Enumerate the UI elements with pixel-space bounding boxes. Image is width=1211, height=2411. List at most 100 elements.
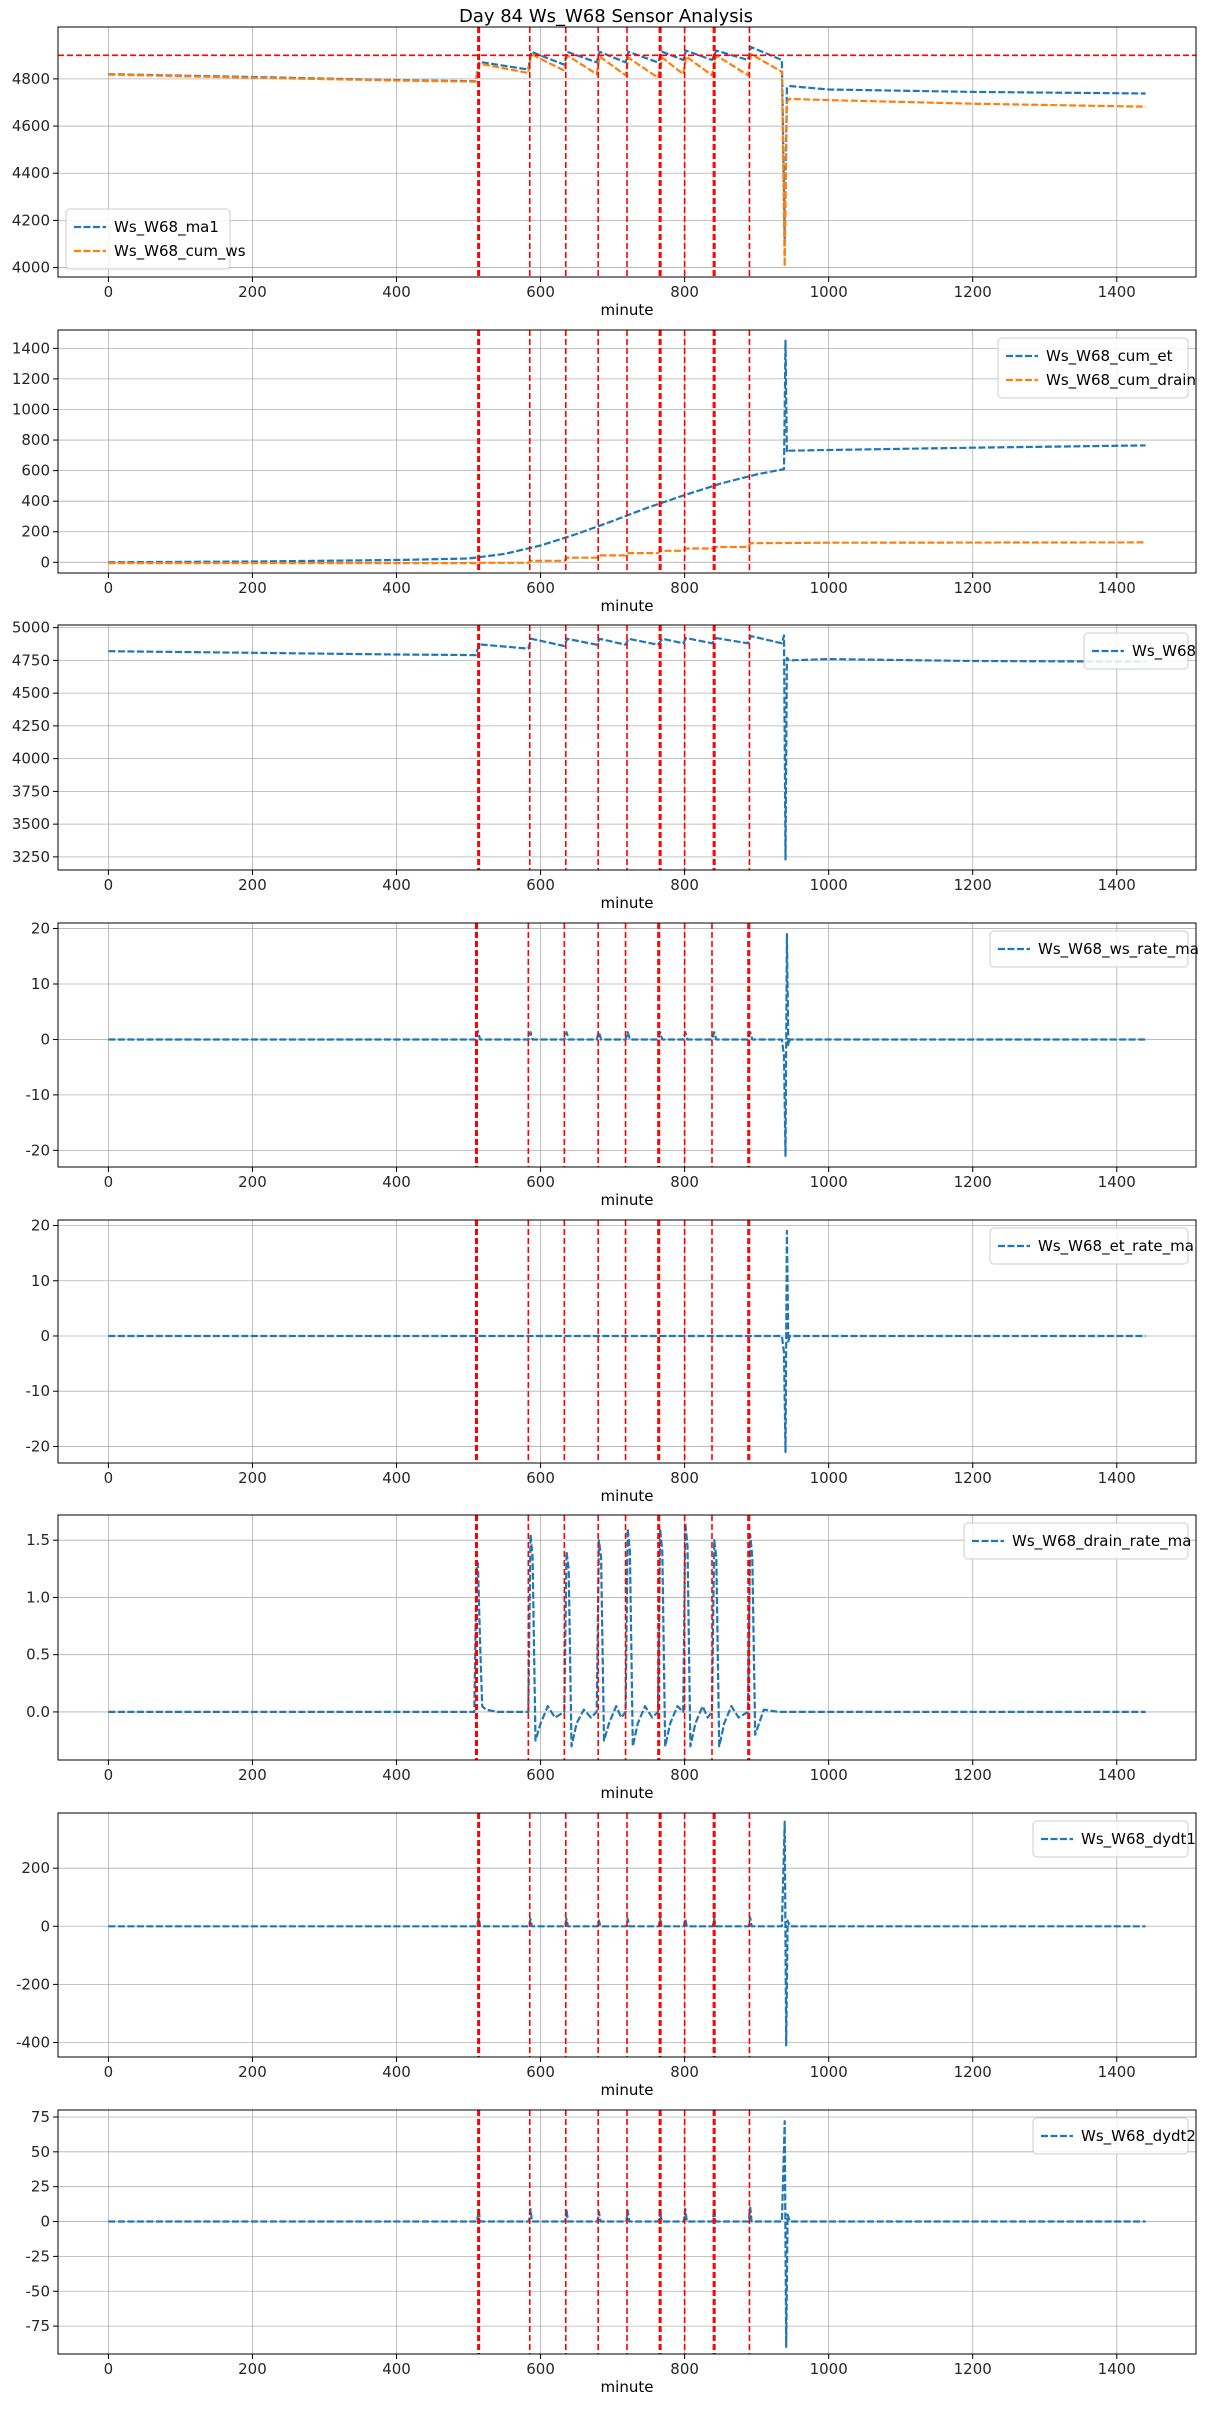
y-tick-label: 0 <box>40 553 50 571</box>
x-tick-label: 0 <box>104 1766 114 1784</box>
x-tick-label: 1200 <box>954 579 992 597</box>
x-tick-label: 400 <box>382 876 411 894</box>
y-tick-label: 20 <box>31 1217 50 1235</box>
x-axis-label: minute <box>601 301 654 319</box>
x-tick-label: 800 <box>670 1469 699 1487</box>
x-tick-label: 0 <box>104 283 114 301</box>
x-tick-label: 1400 <box>1098 1173 1136 1191</box>
x-tick-label: 1000 <box>810 1766 848 1784</box>
x-axis-label: minute <box>601 1784 654 1802</box>
y-tick-label: -200 <box>16 1975 50 1993</box>
subplot-1: 0 200 400 600 800 1000 1200 1400 4000 4200 4400 460… <box>12 26 1197 319</box>
y-tick-label: 4750 <box>12 651 50 669</box>
series-line <box>108 634 1146 861</box>
subplot-8: 0 200 400 600 800 1000 1200 1400 -75 -50 -25 0 25 50 7… <box>26 2108 1197 2396</box>
x-tick-label: 400 <box>382 1469 411 1487</box>
series-line <box>108 1521 1146 1748</box>
legend-label: Ws_W68_et_rate_ma <box>1038 1237 1194 1256</box>
legend-box <box>963 1522 1189 1560</box>
x-tick-label: 1200 <box>954 2063 992 2081</box>
axes-frame <box>57 922 1197 1168</box>
x-tick-label: 400 <box>382 579 411 597</box>
x-tick-label: 200 <box>238 876 267 894</box>
x-tick-label: 600 <box>526 1469 555 1487</box>
y-tick-label: 4200 <box>12 211 50 229</box>
y-tick-label: 200 <box>21 1859 50 1877</box>
y-tick-label: 3750 <box>12 782 50 800</box>
legend: Ws_W68_dydt1 <box>1032 1820 1196 1858</box>
y-tick-label: 4250 <box>12 717 50 735</box>
axes-frame <box>57 2109 1197 2355</box>
x-tick-label: 0 <box>104 579 114 597</box>
x-tick-label: 600 <box>526 2063 555 2081</box>
x-tick-label: 800 <box>670 2360 699 2378</box>
y-tick-label: 0.5 <box>26 1646 50 1664</box>
x-tick-label: 200 <box>238 1766 267 1784</box>
x-axis-label: minute <box>601 1487 654 1505</box>
y-tick-label: 4000 <box>12 259 50 277</box>
plot-area <box>108 1220 1146 1463</box>
y-tick-label: -75 <box>26 2317 51 2335</box>
figure-title: Day 84 Ws_W68 Sensor Analysis <box>459 6 753 27</box>
series-line <box>108 933 1146 1157</box>
x-tick-label: 800 <box>670 1173 699 1191</box>
subplot-grid: 0 200 400 600 800 1000 1200 1400400042004400460… <box>12 26 1199 2396</box>
x-tick-label: 1200 <box>954 1766 992 1784</box>
x-tick-label: 0 <box>104 1173 114 1191</box>
x-tick-label: 200 <box>238 1469 267 1487</box>
x-tick-label: 600 <box>526 876 555 894</box>
x-tick-label: 600 <box>526 2360 555 2378</box>
legend-label: Ws_W68_drain_rate_ma <box>1012 1532 1191 1551</box>
y-tick-label: 0 <box>40 2213 50 2231</box>
x-tick-label: 200 <box>238 2360 267 2378</box>
y-tick-label: 75 <box>31 2108 50 2126</box>
x-tick-label: 200 <box>238 283 267 301</box>
x-axis-label: minute <box>601 1191 654 1209</box>
x-tick-label: 800 <box>670 876 699 894</box>
x-axis-label: minute <box>601 2081 654 2099</box>
y-tick-label: 4500 <box>12 684 50 702</box>
subplot-7: 0 200 400 600 800 1000 1200 1400 -400 -200 0 200 min… <box>16 1812 1197 2099</box>
y-tick-label: 20 <box>31 920 50 938</box>
axes-frame <box>57 1812 1197 2058</box>
y-tick-label: -20 <box>26 1141 51 1159</box>
x-tick-label: 0 <box>104 876 114 894</box>
y-tick-label: -25 <box>26 2247 51 2265</box>
legend-box <box>989 930 1189 968</box>
x-tick-label: 1400 <box>1098 2063 1136 2081</box>
legend-label: Ws_W68_ws_rate_ma <box>1038 940 1199 959</box>
y-tick-label: 50 <box>31 2143 50 2161</box>
y-tick-label: 0 <box>40 1327 50 1345</box>
y-tick-label: 200 <box>21 523 50 541</box>
x-tick-label: 0 <box>104 2063 114 2081</box>
x-tick-label: 400 <box>382 1766 411 1784</box>
y-tick-label: -50 <box>26 2282 51 2300</box>
axes-frame <box>57 624 1197 871</box>
x-tick-label: 1200 <box>954 1469 992 1487</box>
subplot-3: 0 200 400 600 800 1000 1200 1400 3250 3500 3750 400… <box>12 619 1197 912</box>
subplot-2: 0 200 400 600 800 1000 1200 1400 0 200 400 600 800 10… <box>12 329 1197 615</box>
x-tick-label: 600 <box>526 1766 555 1784</box>
x-tick-label: 1200 <box>954 283 992 301</box>
x-tick-label: 800 <box>670 579 699 597</box>
y-tick-label: -400 <box>16 2033 50 2051</box>
y-tick-label: 0.0 <box>26 1703 50 1721</box>
x-tick-label: 600 <box>526 283 555 301</box>
legend-label: Ws_W68_ma1 <box>114 218 219 237</box>
x-tick-label: 1000 <box>810 876 848 894</box>
legend: Ws_W68_ma1 Ws_W68_cum_ws <box>65 208 246 270</box>
x-tick-label: 1200 <box>954 1173 992 1191</box>
legend-label: Ws_W68_cum_drain <box>1046 371 1196 390</box>
x-tick-label: 200 <box>238 2063 267 2081</box>
series-line <box>108 1229 1146 1454</box>
legend-box <box>989 1227 1189 1265</box>
x-tick-label: 1000 <box>810 1173 848 1191</box>
subplot-5: 0 200 400 600 800 1000 1200 1400 -20 -10 0 10 20 minu… <box>26 1217 1197 1505</box>
axes-frame <box>57 1514 1197 1761</box>
x-tick-label: 1200 <box>954 2360 992 2378</box>
y-tick-label: -10 <box>26 1086 51 1104</box>
y-tick-label: 4000 <box>12 750 50 768</box>
y-tick-label: 4600 <box>12 117 50 135</box>
legend-label: Ws_W68_dydt1 <box>1081 1830 1196 1849</box>
legend-label: Ws_W68 <box>1132 642 1196 661</box>
